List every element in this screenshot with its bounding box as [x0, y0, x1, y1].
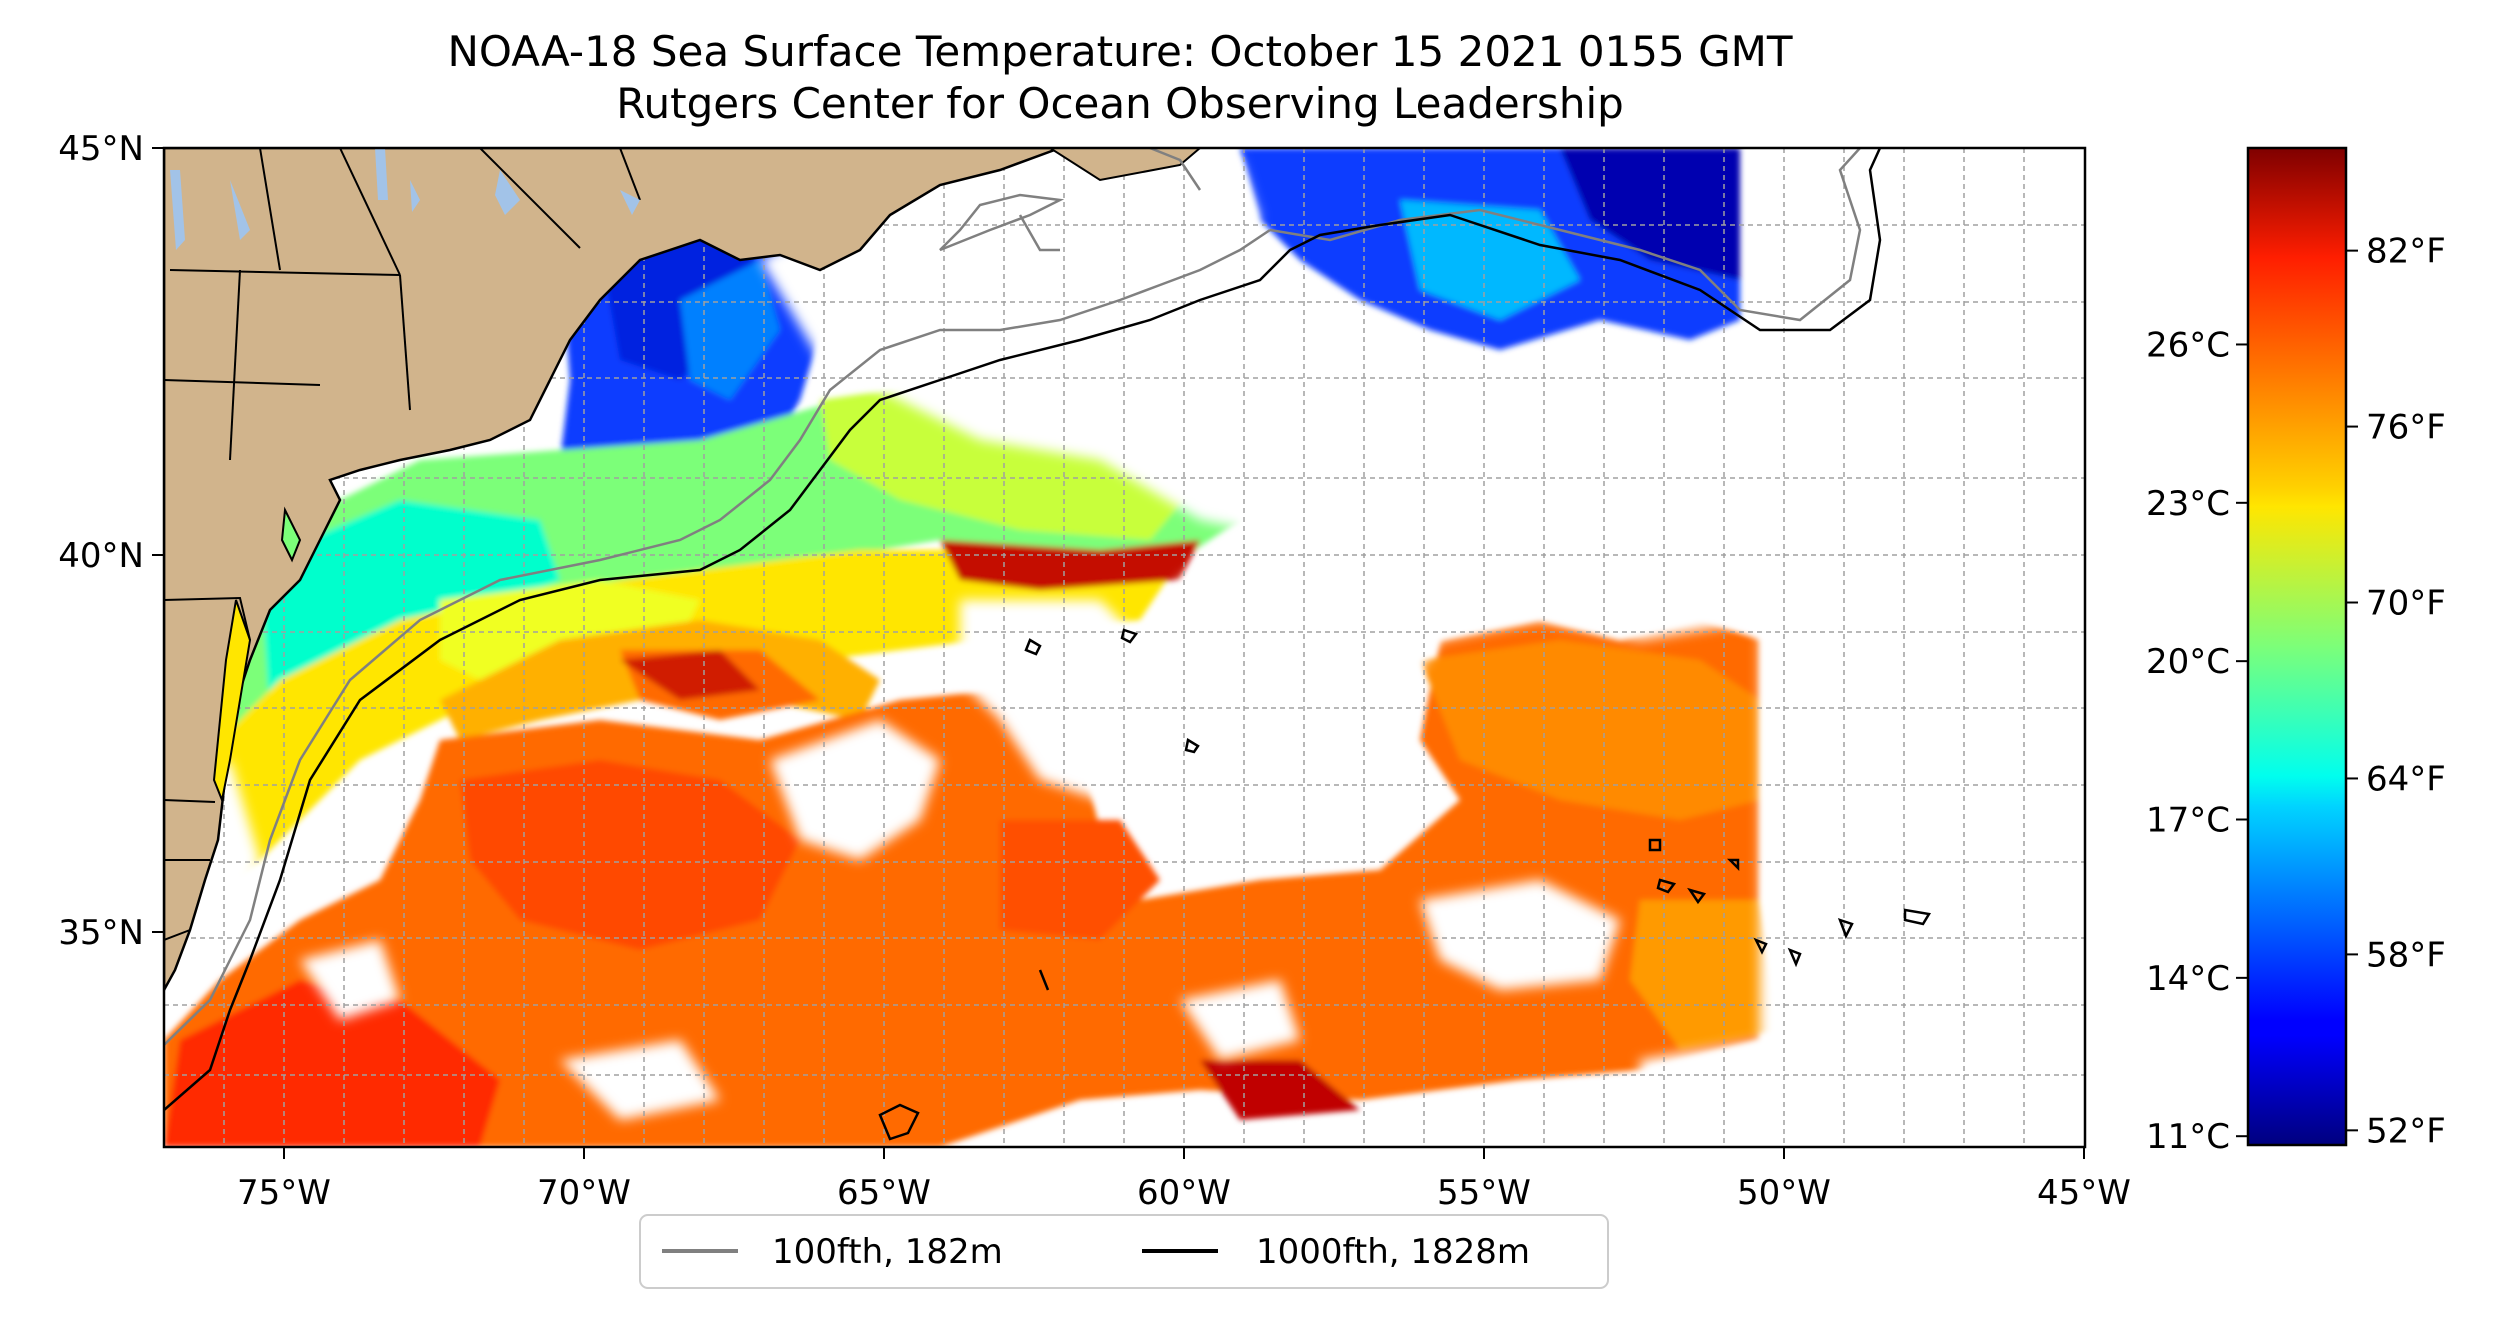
- gridlines: [164, 148, 2085, 1147]
- title-line-1: NOAA-18 Sea Surface Temperature: October…: [447, 27, 1792, 76]
- lon-labels: 75°W 70°W 65°W 60°W 55°W 50°W 45°W: [237, 1173, 2131, 1213]
- colorbar-celsius-ticks: 11°C 14°C 17°C 20°C 23°C 26°C: [2146, 325, 2248, 1157]
- colorbar-fahrenheit-label: 76°F: [2366, 408, 2446, 448]
- lat-label-45: 45°N: [58, 129, 144, 169]
- colorbar-celsius-label: 14°C: [2146, 959, 2230, 999]
- lat-label-40: 40°N: [58, 536, 144, 576]
- colorbar-fahrenheit-label: 82°F: [2366, 232, 2446, 272]
- colorbar-celsius-label: 23°C: [2146, 484, 2230, 524]
- axis-ticks: [152, 147, 2085, 1159]
- colorbar-fahrenheit-label: 58°F: [2366, 935, 2446, 975]
- colorbar-fahrenheit-label: 70°F: [2366, 584, 2446, 624]
- lon-label-75: 75°W: [237, 1173, 331, 1213]
- colorbar-celsius-label: 26°C: [2146, 325, 2230, 365]
- cloud-gaps: [164, 148, 2085, 1147]
- legend-label-100fth: 100fth, 182m: [772, 1232, 1003, 1272]
- lon-label-60: 60°W: [1137, 1173, 1231, 1213]
- land: [164, 148, 1202, 991]
- colorbar-fahrenheit-label: 64°F: [2366, 759, 2446, 799]
- colorbar-fahrenheit-ticks: 52°F 58°F 64°F 70°F 76°F 82°F: [2346, 232, 2446, 1151]
- colorbar-fahrenheit-label: 52°F: [2366, 1111, 2446, 1151]
- lat-label-35: 35°N: [58, 913, 144, 953]
- lon-label-45: 45°W: [2037, 1173, 2131, 1213]
- colorbar: 11°C 14°C 17°C 20°C 23°C 26°C 52°F 58°F 64°F 70°…: [2146, 146, 2446, 1157]
- map-frame: [162, 146, 2087, 1149]
- legend: 100fth, 182m 1000fth, 1828m: [639, 1214, 1609, 1289]
- lon-label-70: 70°W: [537, 1173, 631, 1213]
- isobath-1000fth: [164, 148, 1932, 1141]
- colorbar-gradient: [2246, 146, 2348, 1147]
- lon-label-65: 65°W: [837, 1173, 931, 1213]
- lat-labels: 45°N 40°N 35°N: [58, 129, 144, 953]
- isobath-100fth: [164, 148, 1862, 1046]
- map-area: [164, 148, 2085, 1147]
- colorbar-celsius-label: 20°C: [2146, 642, 2230, 682]
- lon-label-50: 50°W: [1737, 1173, 1831, 1213]
- title-line-2: Rutgers Center for Ocean Observing Leade…: [616, 79, 1624, 128]
- colorbar-celsius-label: 17°C: [2146, 801, 2230, 841]
- lon-label-55: 55°W: [1437, 1173, 1531, 1213]
- colorbar-celsius-label: 11°C: [2146, 1117, 2230, 1157]
- land-mass: [164, 148, 1061, 991]
- legend-box: [639, 1214, 1609, 1289]
- legend-label-1000fth: 1000fth, 1828m: [1256, 1232, 1530, 1272]
